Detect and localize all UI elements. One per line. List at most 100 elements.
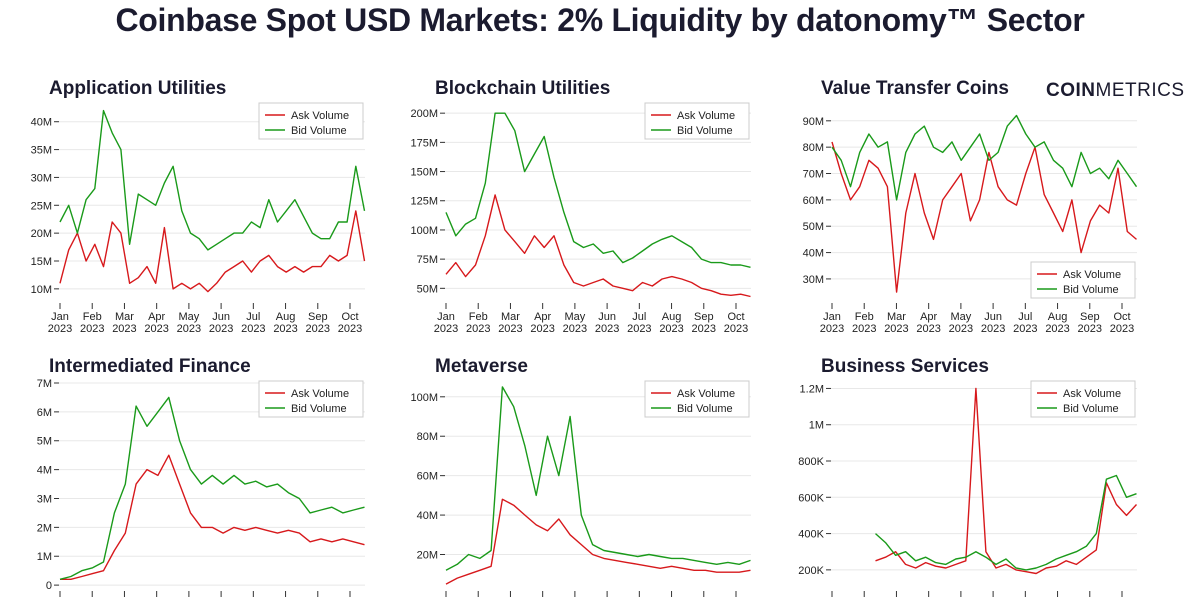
ask-volume-line bbox=[831, 141, 1137, 293]
legend-box bbox=[1030, 380, 1136, 418]
x-tick-label-year: 2023 bbox=[820, 323, 844, 335]
x-tick-label-year: 2023 bbox=[80, 323, 104, 335]
legend-box bbox=[1030, 261, 1136, 299]
x-tick-label-month: Jun bbox=[598, 311, 616, 323]
x-tick-label-month: Feb bbox=[83, 311, 102, 323]
x-tick-label-month: Jul bbox=[1018, 311, 1032, 323]
x-tick-label-month: Aug bbox=[1048, 311, 1068, 323]
bid-volume-line bbox=[59, 109, 366, 251]
y-tick-label: 35M bbox=[31, 145, 52, 157]
x-tick-label-year: 2023 bbox=[530, 323, 554, 335]
chart-value-transfer-coins: 30M40M50M60M70M80M90MJan2023Feb2023Mar20… bbox=[803, 114, 1138, 335]
ask-volume-line bbox=[875, 387, 1138, 575]
x-tick-label-year: 2023 bbox=[884, 323, 908, 335]
y-tick-label: 800K bbox=[798, 456, 824, 468]
x-tick-label-month: May bbox=[564, 311, 585, 323]
x-tick-label-month: Aug bbox=[662, 311, 682, 323]
x-tick-label-month: Feb bbox=[855, 311, 874, 323]
y-tick-label: 25M bbox=[31, 200, 52, 212]
x-tick-label-year: 2023 bbox=[209, 323, 233, 335]
x-tick-label-year: 2023 bbox=[949, 323, 973, 335]
x-tick-label-month: Oct bbox=[727, 311, 744, 323]
y-tick-label: 15M bbox=[31, 256, 52, 268]
y-tick-label: 1.2M bbox=[800, 383, 824, 395]
x-tick-label-year: 2023 bbox=[144, 323, 168, 335]
legend-bid-volume: Bid Volume bbox=[1063, 284, 1119, 296]
x-tick-label-year: 2023 bbox=[692, 323, 716, 335]
chart-application-utilities: 10M15M20M25M30M35M40MJan2023Feb2023Mar20… bbox=[31, 102, 366, 335]
y-tick-label: 100M bbox=[410, 392, 438, 404]
y-tick-label: 20M bbox=[31, 228, 52, 240]
y-tick-label: 200K bbox=[798, 565, 824, 577]
ask-volume-line bbox=[59, 210, 366, 293]
x-tick-label-month: Sep bbox=[1080, 311, 1100, 323]
y-tick-label: 40M bbox=[417, 510, 438, 522]
y-tick-label: 1M bbox=[37, 551, 52, 563]
x-tick-label-year: 2023 bbox=[1013, 323, 1037, 335]
x-tick-label-year: 2023 bbox=[1110, 323, 1134, 335]
x-tick-label-month: May bbox=[178, 311, 199, 323]
y-tick-label: 125M bbox=[410, 196, 438, 208]
x-tick-label-month: Jun bbox=[212, 311, 230, 323]
y-tick-label: 30M bbox=[31, 172, 52, 184]
x-tick-label-year: 2023 bbox=[627, 323, 651, 335]
chart-blockchain-utilities: 50M75M100M125M150M175M200MJan2023Feb2023… bbox=[410, 102, 751, 335]
legend-box bbox=[258, 102, 364, 140]
y-tick-label: 2M bbox=[37, 522, 52, 534]
chart-title: Business Services bbox=[821, 356, 989, 377]
y-tick-label: 400K bbox=[798, 529, 824, 541]
y-tick-label: 4M bbox=[37, 465, 52, 477]
x-tick-label-year: 2023 bbox=[724, 323, 748, 335]
x-tick-label-month: Mar bbox=[887, 311, 906, 323]
bid-volume-line bbox=[59, 396, 365, 580]
y-tick-label: 70M bbox=[803, 169, 824, 181]
y-tick-label: 1M bbox=[809, 420, 824, 432]
coinmetrics-logo: COINMETRICS bbox=[1046, 80, 1185, 102]
logo-bold-text: COIN bbox=[1046, 80, 1096, 101]
bid-volume-line bbox=[445, 386, 751, 571]
y-tick-label: 3M bbox=[37, 493, 52, 505]
x-tick-label-month: Feb bbox=[469, 311, 488, 323]
x-tick-label-month: Apr bbox=[920, 311, 937, 323]
legend-ask-volume: Ask Volume bbox=[1063, 388, 1121, 400]
x-tick-label-year: 2023 bbox=[981, 323, 1005, 335]
x-tick-label-year: 2023 bbox=[306, 323, 330, 335]
legend-bid-volume: Bid Volume bbox=[1063, 403, 1119, 415]
legend-box bbox=[644, 102, 750, 140]
x-tick-label-month: Oct bbox=[341, 311, 358, 323]
x-tick-label-month: Oct bbox=[1113, 311, 1130, 323]
chart-title: Value Transfer Coins bbox=[821, 78, 1009, 99]
y-tick-label: 600K bbox=[798, 492, 824, 504]
y-tick-label: 7M bbox=[37, 378, 52, 390]
chart-panel-business-services: Business Services 200K 400K 600K 800K 1M 1.2M… bbox=[772, 353, 1162, 600]
y-tick-label: 40M bbox=[803, 248, 824, 260]
x-tick-label-year: 2023 bbox=[112, 323, 136, 335]
chart-panel-blockchain-utilities: Blockchain Utilities 50M 75M 100M 125M 150M 1… bbox=[386, 75, 776, 345]
logo-thin-text: METRICS bbox=[1095, 80, 1185, 101]
x-tick-label-month: Apr bbox=[148, 311, 165, 323]
x-tick-label-year: 2023 bbox=[1045, 323, 1069, 335]
y-tick-label: 5M bbox=[37, 436, 52, 448]
x-tick-label-year: 2023 bbox=[241, 323, 265, 335]
x-tick-label-month: Apr bbox=[534, 311, 551, 323]
y-tick-label: 0 bbox=[46, 580, 52, 592]
chart-panel-metaverse: Metaverse 20M 40M 60M 80M 100M Ask Volume Bid … bbox=[386, 353, 776, 600]
x-tick-label-year: 2023 bbox=[48, 323, 72, 335]
legend-ask-volume: Ask Volume bbox=[1063, 269, 1121, 281]
legend-box bbox=[258, 380, 364, 418]
x-tick-label-month: Jan bbox=[51, 311, 69, 323]
y-tick-label: 40M bbox=[31, 117, 52, 129]
y-tick-label: 80M bbox=[803, 142, 824, 154]
x-tick-label-year: 2023 bbox=[563, 323, 587, 335]
legend-bid-volume: Bid Volume bbox=[291, 403, 347, 415]
y-tick-label: 175M bbox=[410, 137, 438, 149]
x-tick-label-month: Jul bbox=[246, 311, 260, 323]
bid-volume-line bbox=[831, 114, 1138, 201]
legend-ask-volume: Ask Volume bbox=[677, 110, 735, 122]
x-tick-label-month: Sep bbox=[308, 311, 328, 323]
legend-box bbox=[644, 380, 750, 418]
x-tick-label-month: Mar bbox=[115, 311, 134, 323]
x-tick-label-year: 2023 bbox=[1078, 323, 1102, 335]
x-tick-label-month: Jan bbox=[823, 311, 841, 323]
x-tick-label-month: Jan bbox=[437, 311, 455, 323]
